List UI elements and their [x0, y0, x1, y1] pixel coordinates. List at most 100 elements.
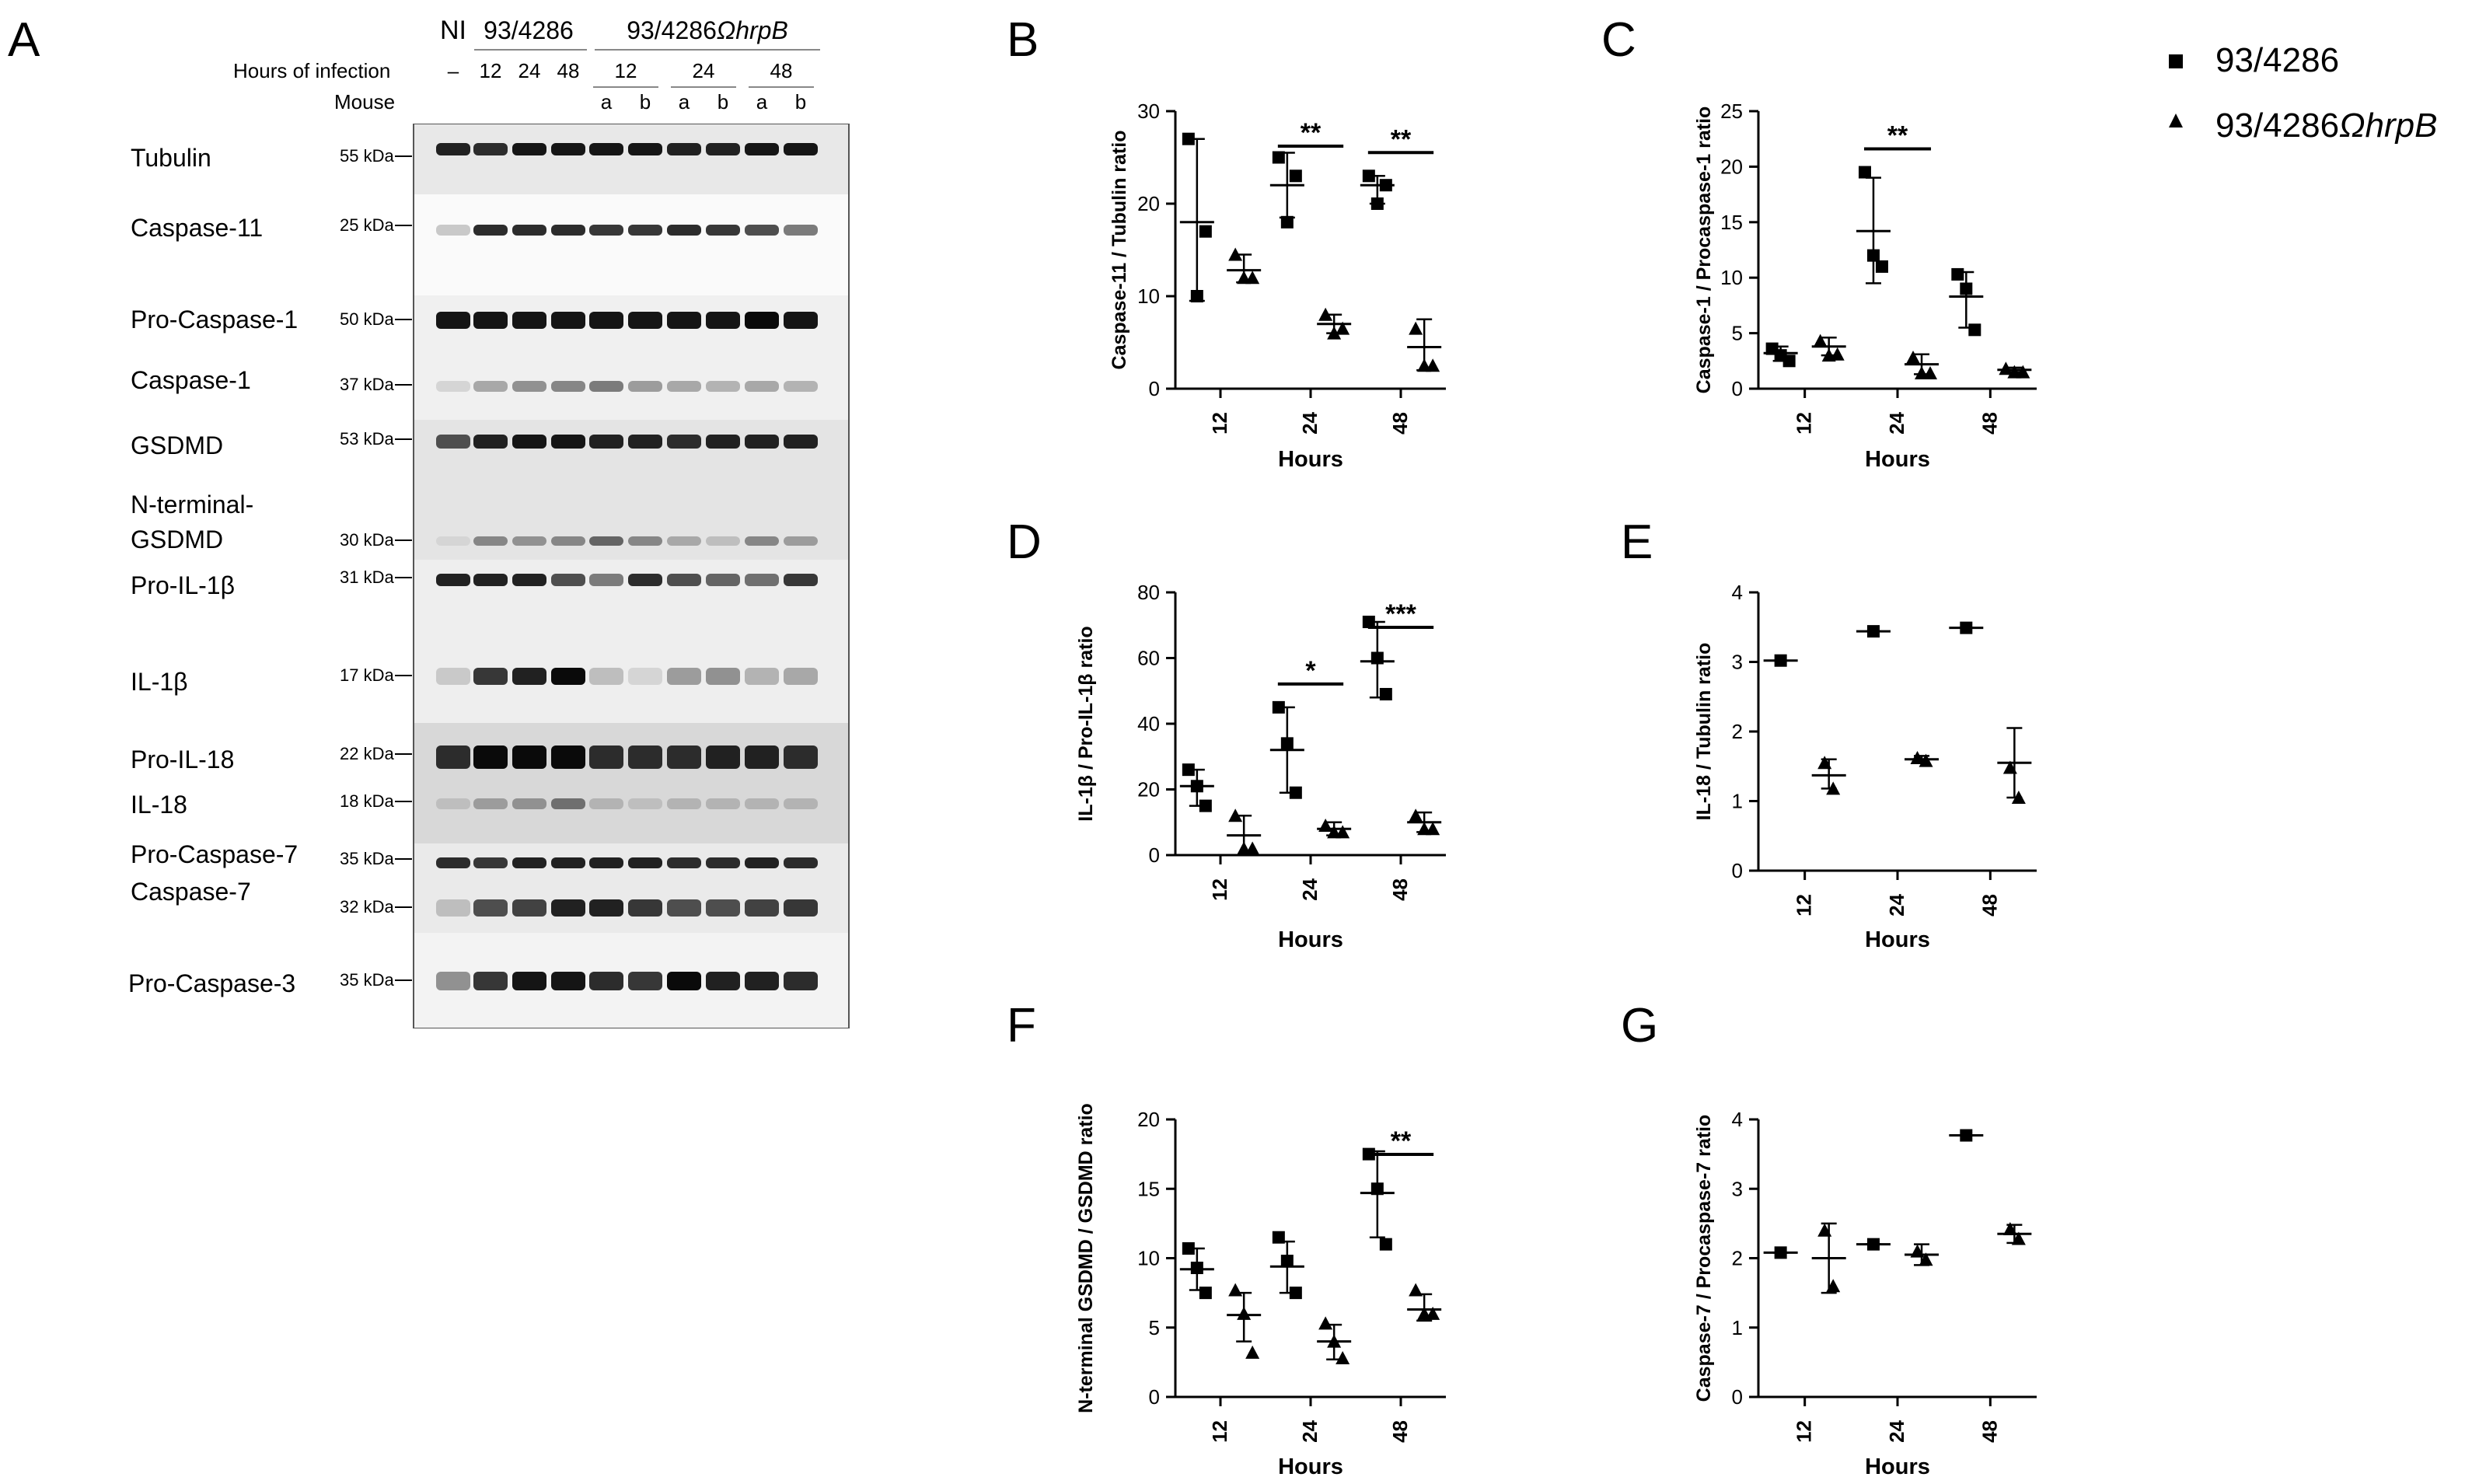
point-square [1182, 132, 1195, 145]
point-triangle [1826, 1279, 1841, 1293]
x-axis-title: Hours [1278, 447, 1343, 472]
blot-band [473, 536, 508, 546]
point-triangle [1228, 808, 1243, 822]
x-axis-title: Hours [1278, 1454, 1343, 1479]
y-axis-title: Caspase-1 / Procaspase-1 ratio [1693, 106, 1715, 394]
blot-band [551, 435, 585, 449]
point-triangle [1318, 1316, 1333, 1330]
x-tick-label: 24 [1298, 411, 1322, 434]
point-square [1280, 737, 1294, 750]
blot-band [512, 225, 546, 236]
blot-bands [436, 143, 818, 990]
blot-mw-label: 32 kDa [340, 897, 394, 917]
blot-band [589, 857, 623, 868]
blot-band [551, 857, 585, 868]
y-axis-title: Caspase-7 / Procaspase-7 ratio [1693, 1115, 1715, 1402]
y-tick-label: 0 [1149, 1385, 1160, 1409]
point-triangle [1409, 808, 1423, 822]
point-triangle [1999, 361, 2013, 375]
y-axis-title: Caspase-11 / Tubulin ratio [1109, 131, 1130, 370]
blot-band [436, 899, 470, 917]
blot-hour-label: 12 [615, 59, 637, 82]
blot-header-ni: NI [440, 16, 466, 45]
blot-band [436, 798, 470, 809]
point-square [1774, 654, 1787, 667]
blot-band [667, 225, 701, 236]
y-tick-label: 3 [1732, 1177, 1743, 1200]
blot-hours-row: –12 24 48 12 24 48 [448, 59, 814, 88]
blot-band [589, 536, 623, 546]
blot-band [706, 536, 740, 546]
chart-f: 0 5 10 15 20 12 24 48 Hours N-terminal GSDMD / GS… [1075, 1103, 1446, 1479]
blot-band [784, 536, 818, 546]
blot-band [436, 972, 470, 990]
point-triangle [1817, 756, 1832, 770]
y-tick-label: 4 [1732, 581, 1743, 604]
blot-band [512, 312, 546, 329]
y-tick-label: 1 [1732, 1316, 1743, 1339]
blot-band [745, 225, 779, 236]
blot-band [745, 536, 779, 546]
blot-mouse-label: b [640, 90, 651, 113]
point-triangle [1426, 1306, 1440, 1320]
blot-band [589, 798, 623, 809]
x-tick-label: 12 [1793, 412, 1816, 435]
blot-protein-label: Pro-Caspase-1 [131, 306, 298, 333]
blot-band [473, 798, 508, 809]
blot-band [473, 381, 508, 392]
blot-protein-label: Caspase-1 [131, 366, 251, 394]
x-tick-label: 24 [1298, 1419, 1322, 1442]
blot-band [784, 435, 818, 449]
point-square [1782, 354, 1796, 368]
point-triangle [1817, 1223, 1832, 1237]
blot-band [706, 972, 740, 990]
point-triangle [1336, 825, 1350, 839]
blot-band [784, 899, 818, 917]
blot-band [589, 381, 623, 392]
blot-protein-label: Caspase-7 [131, 878, 251, 906]
significance-label: ** [1887, 121, 1908, 151]
significance-label: ** [1391, 124, 1412, 154]
blot-band [512, 899, 546, 917]
blot-hour-label: 24 [693, 59, 715, 82]
y-tick-label: 2 [1732, 1247, 1743, 1270]
panel-letter-f: F [1007, 999, 1036, 1053]
blot-band [551, 143, 585, 155]
blot-band [512, 381, 546, 392]
y-tick-label: 25 [1720, 100, 1743, 123]
legend-triangle-marker [2169, 113, 2183, 127]
blot-band [551, 574, 585, 586]
y-tick-label: 20 [1720, 155, 1743, 178]
point-square [1866, 625, 1880, 638]
x-tick-label: 48 [1388, 1420, 1412, 1443]
blot-band [706, 435, 740, 449]
point-square [1370, 1182, 1384, 1196]
point-square [1199, 1287, 1212, 1300]
blot-band [436, 574, 470, 586]
y-tick-label: 0 [1732, 859, 1743, 882]
blot-band [473, 857, 508, 868]
point-square [1866, 1238, 1880, 1251]
blot-protein-label: Caspase-11 [131, 214, 263, 242]
x-axis-title: Hours [1865, 1454, 1930, 1479]
blot-band [436, 381, 470, 392]
blot-mw-label: 17 kDa [340, 665, 394, 685]
point-triangle [1228, 247, 1243, 261]
blot-protein-label: GSDMD [131, 526, 223, 553]
y-tick-label: 4 [1732, 1108, 1743, 1131]
point-square [1199, 225, 1212, 238]
blot-band [551, 668, 585, 685]
blot-mouse-label: a [756, 90, 768, 113]
blot-band [551, 972, 585, 990]
blot-band [628, 381, 662, 392]
blot-band [745, 143, 779, 155]
blot-protein-labels: Tubulin Caspase-11 Pro-Caspase-1 Caspase-1 G… [128, 144, 412, 997]
y-axis-title: N-terminal GSDMD / GSDMD ratio [1075, 1103, 1097, 1413]
blot-band [551, 899, 585, 917]
blot-hour-label: 48 [770, 59, 793, 82]
blot-band [512, 668, 546, 685]
point-triangle [2002, 1222, 2017, 1236]
blot-band [589, 225, 623, 236]
blot-band [745, 668, 779, 685]
panel-letter-e: E [1621, 515, 1653, 569]
